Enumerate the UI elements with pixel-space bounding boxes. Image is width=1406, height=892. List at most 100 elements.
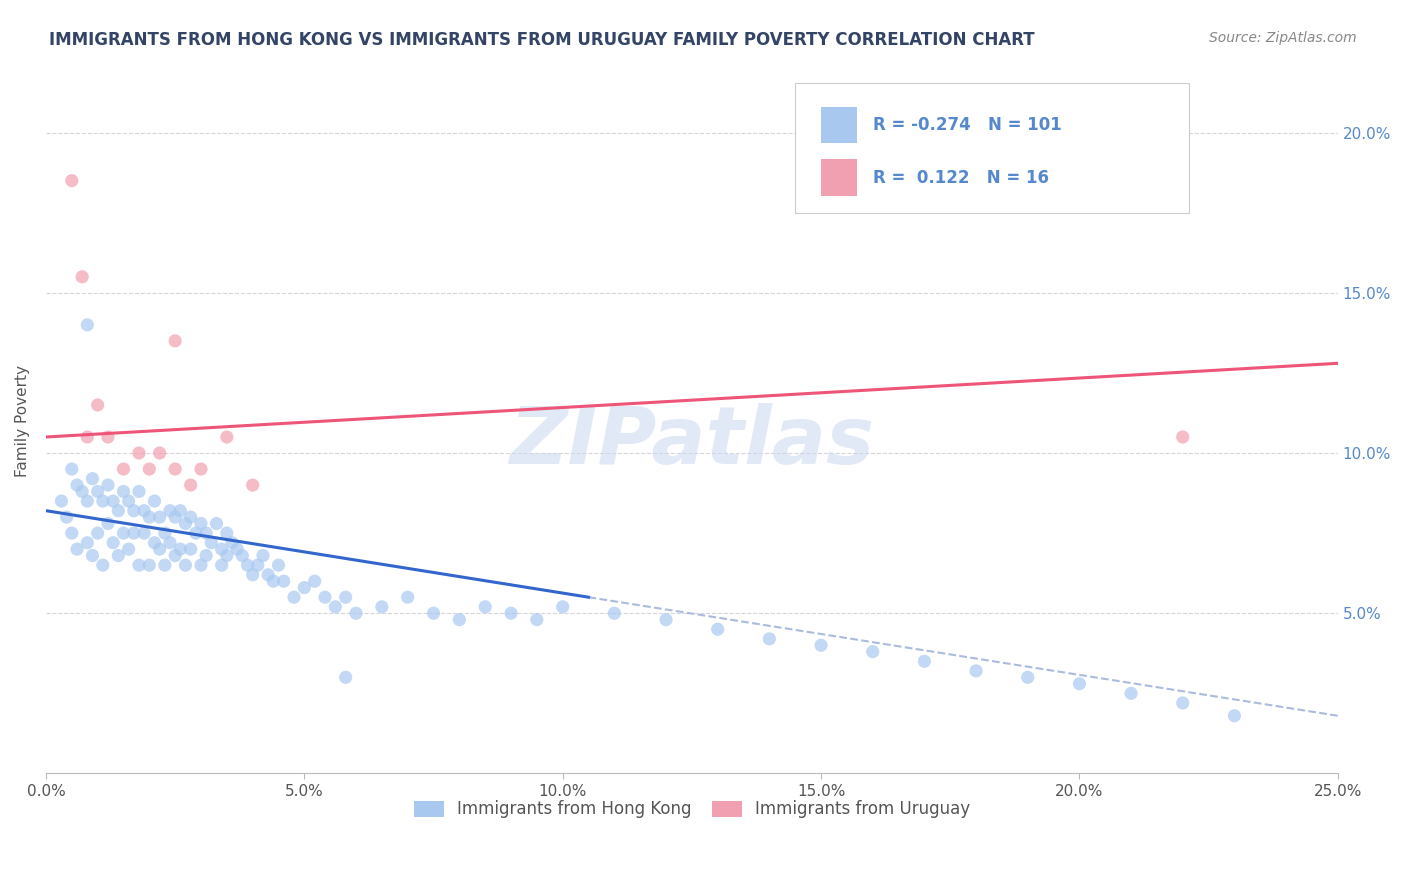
Point (262, 574, 284, 589)
Point (149, 510, 172, 524)
Point (314, 591, 336, 605)
Point (912, 654, 935, 668)
Point (86, 484, 108, 499)
Point (273, 574, 295, 589)
Point (706, 622, 728, 636)
Point (965, 664, 987, 678)
Point (231, 549, 253, 563)
Point (76, 494, 98, 508)
Point (60, 174, 83, 188)
Point (91, 558, 114, 573)
Point (117, 542, 139, 557)
Point (1171, 696, 1194, 710)
Point (70, 484, 93, 499)
Point (134, 504, 156, 518)
Point (449, 613, 471, 627)
Point (371, 599, 394, 614)
Point (122, 526, 145, 541)
Point (91, 494, 114, 508)
Point (335, 591, 357, 605)
Point (174, 516, 197, 531)
Point (101, 494, 124, 508)
Point (165, 334, 187, 348)
Point (184, 526, 207, 541)
Point (174, 558, 197, 573)
Point (66, 542, 89, 557)
Point (66, 478, 89, 492)
Point (862, 645, 884, 659)
Point (143, 535, 166, 549)
Point (165, 462, 187, 476)
Legend: Immigrants from Hong Kong, Immigrants from Uruguay: Immigrants from Hong Kong, Immigrants fr… (408, 794, 977, 825)
Point (149, 542, 172, 557)
Point (221, 535, 243, 549)
FancyBboxPatch shape (821, 160, 858, 196)
Point (246, 558, 269, 573)
Point (252, 549, 274, 563)
Point (51, 494, 73, 508)
Point (180, 510, 202, 524)
Point (60, 462, 83, 476)
Point (283, 591, 305, 605)
Point (257, 567, 280, 582)
Point (169, 542, 191, 557)
Point (107, 504, 129, 518)
Point (205, 516, 228, 531)
Point (76, 318, 98, 332)
Point (396, 591, 419, 605)
Point (86, 526, 108, 541)
Point (138, 558, 160, 573)
Point (1171, 430, 1194, 444)
Point (165, 549, 187, 563)
Point (810, 638, 832, 652)
Point (138, 462, 160, 476)
Point (112, 484, 135, 499)
Point (153, 558, 176, 573)
Point (526, 613, 548, 627)
Point (422, 606, 444, 620)
Point (304, 574, 326, 589)
Text: R = -0.274   N = 101: R = -0.274 N = 101 (873, 116, 1062, 134)
Point (242, 567, 264, 582)
Point (1069, 676, 1091, 690)
Point (242, 478, 264, 492)
Point (55, 510, 77, 524)
Point (499, 606, 522, 620)
Point (101, 535, 124, 549)
Y-axis label: Family Poverty: Family Poverty (15, 365, 30, 477)
Point (76, 535, 98, 549)
Point (292, 581, 315, 595)
Point (128, 558, 150, 573)
Point (97, 478, 120, 492)
Point (195, 549, 218, 563)
Point (134, 526, 156, 541)
Point (190, 462, 212, 476)
Point (82, 549, 104, 563)
Point (1119, 686, 1142, 700)
Point (112, 462, 135, 476)
Text: IMMIGRANTS FROM HONG KONG VS IMMIGRANTS FROM URUGUAY FAMILY POVERTY CORRELATION : IMMIGRANTS FROM HONG KONG VS IMMIGRANTS … (49, 31, 1035, 49)
Point (60, 526, 83, 541)
Point (112, 526, 135, 541)
Point (190, 558, 212, 573)
Point (215, 430, 238, 444)
Point (138, 510, 160, 524)
Point (551, 599, 574, 614)
Point (107, 549, 129, 563)
Point (159, 535, 181, 549)
Point (195, 526, 218, 541)
Point (169, 504, 191, 518)
Text: Source: ZipAtlas.com: Source: ZipAtlas.com (1209, 31, 1357, 45)
Point (335, 670, 357, 684)
Point (153, 526, 176, 541)
Text: R =  0.122   N = 16: R = 0.122 N = 16 (873, 169, 1049, 186)
Point (180, 542, 202, 557)
Point (117, 494, 139, 508)
Point (226, 542, 249, 557)
Point (165, 510, 187, 524)
Point (215, 549, 238, 563)
Point (200, 535, 222, 549)
Point (267, 558, 290, 573)
Point (122, 504, 145, 518)
Point (1017, 670, 1039, 684)
